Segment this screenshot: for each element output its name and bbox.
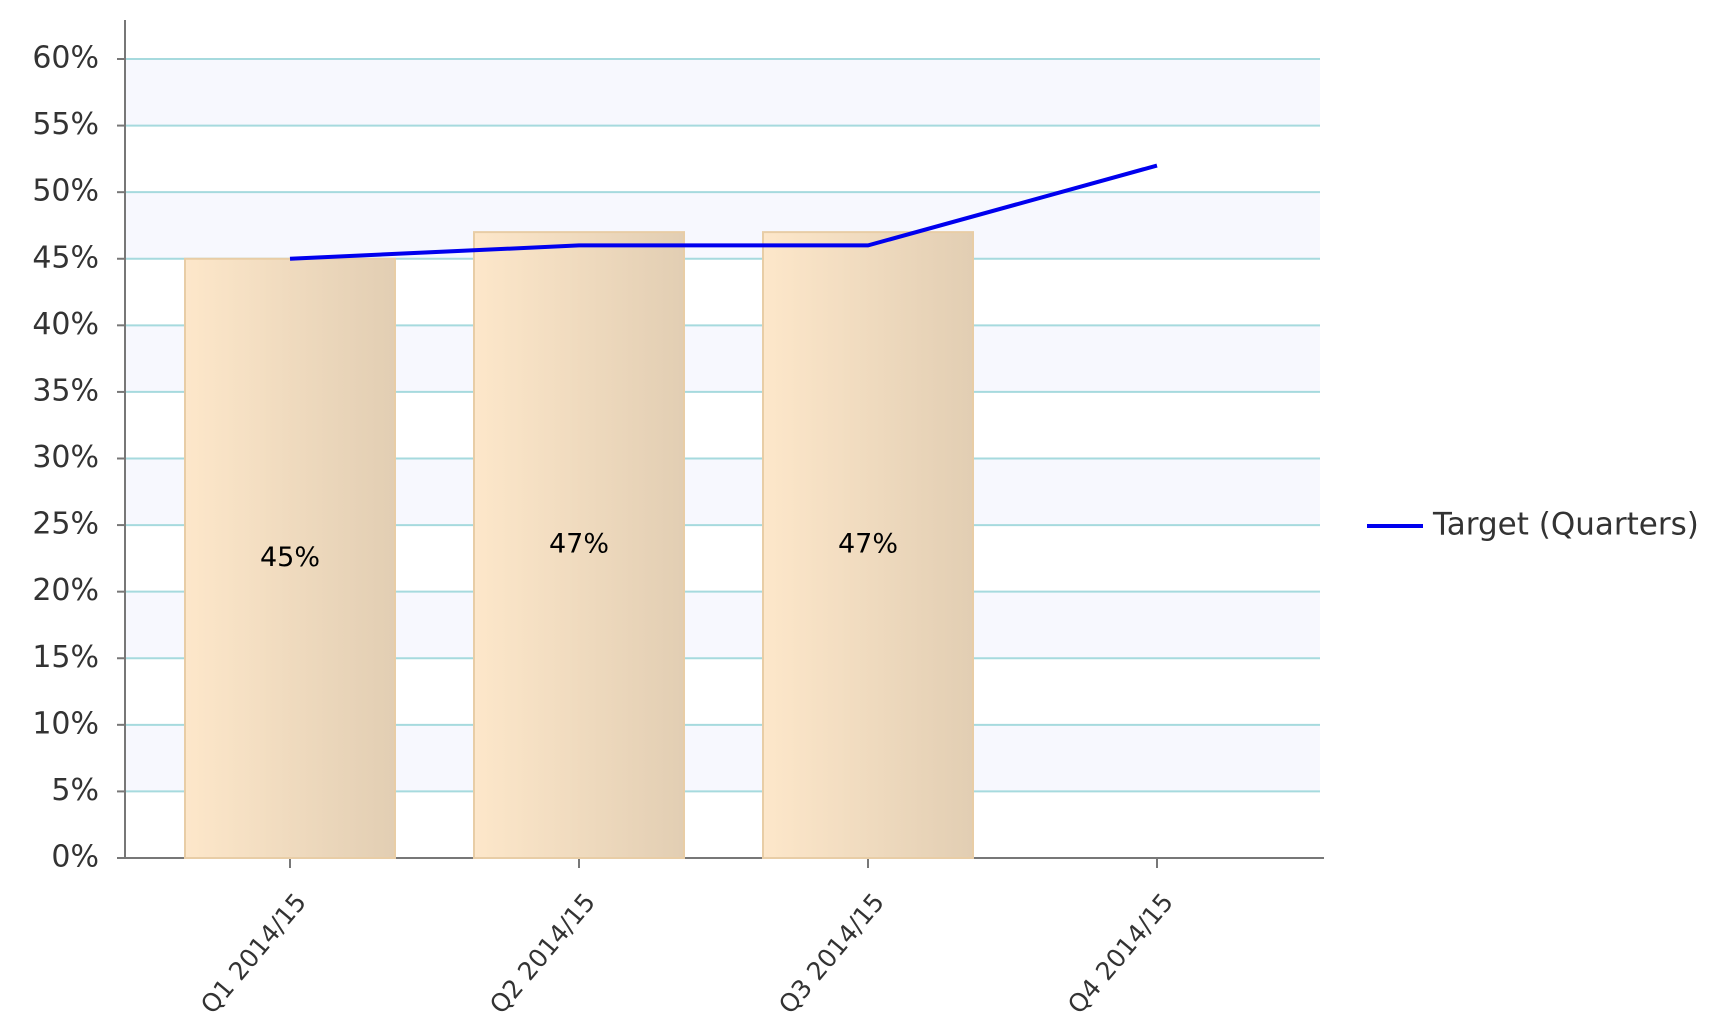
- y-tick-label: 45%: [32, 240, 99, 275]
- y-tick-label: 50%: [32, 174, 99, 209]
- y-tick-label: 20%: [32, 573, 99, 608]
- x-tick-label: Q1 2014/15: [195, 888, 312, 1016]
- bar: [473, 231, 685, 860]
- x-tick-label: Q3 2014/15: [773, 888, 890, 1016]
- x-tick-label: Q4 2014/15: [1062, 888, 1179, 1016]
- y-tick-label: 55%: [32, 107, 99, 142]
- data-label: 45%: [260, 542, 320, 573]
- y-tick-label: 35%: [32, 373, 99, 408]
- y-tick-label: 40%: [32, 307, 99, 342]
- y-tick-label: 30%: [32, 440, 99, 475]
- plot-band: [125, 59, 1320, 126]
- y-tick-label: 5%: [51, 773, 99, 808]
- line-series: [289, 163, 1158, 261]
- y-tick-label: 60%: [32, 41, 99, 76]
- y-tick-label: 10%: [32, 706, 99, 741]
- bar: [762, 231, 974, 860]
- data-label: 47%: [838, 529, 898, 560]
- y-tick-label: 25%: [32, 507, 99, 542]
- plot-band: [125, 192, 1320, 259]
- bar: [184, 257, 396, 859]
- y-tick-label: 15%: [32, 640, 99, 675]
- x-tick-label: Q2 2014/15: [484, 888, 601, 1016]
- y-tick-label: 0%: [51, 840, 99, 875]
- data-label: 47%: [549, 529, 609, 560]
- legend-label: Target (Quarters): [1432, 507, 1699, 543]
